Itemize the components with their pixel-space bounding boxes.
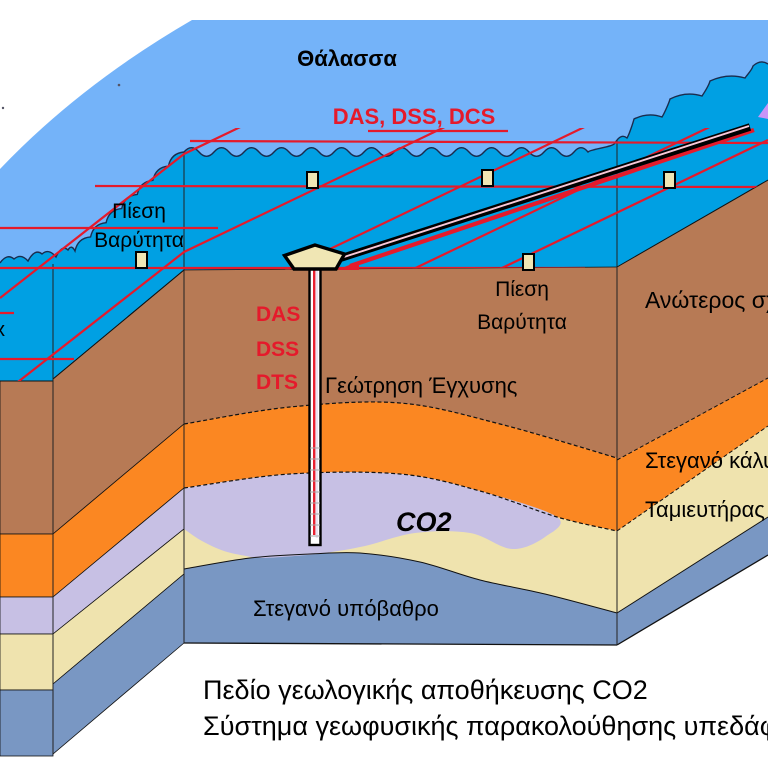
svg-text:Πίεση: Πίεση xyxy=(495,278,549,301)
svg-text:Ταμιευτήρας: Ταμιευτήρας xyxy=(645,497,765,522)
svg-text:Ανώτερος σχημ: Ανώτερος σχημ xyxy=(645,287,768,313)
svg-text:CO2: CO2 xyxy=(396,507,452,537)
svg-text:Στεγανό υπόβαθρο: Στεγανό υπόβαθρο xyxy=(253,596,439,621)
svg-text:Σύστημα γεωφυσικής παρακολούθη: Σύστημα γεωφυσικής παρακολούθησης υπεδάφ… xyxy=(203,711,768,741)
svg-text:DTS: DTS xyxy=(256,371,298,394)
svg-text:DAS: DAS xyxy=(256,303,300,326)
svg-text:Πίεση: Πίεση xyxy=(112,200,166,223)
svg-text:Γεώτρηση Έγχυσης: Γεώτρηση Έγχυσης xyxy=(325,373,517,398)
svg-text:Στεγανό κάλυ: Στεγανό κάλυ xyxy=(645,448,768,473)
svg-text:Πεδίο γεωλογικής αποθήκευσης C: Πεδίο γεωλογικής αποθήκευσης CO2 xyxy=(203,675,648,705)
svg-text:Βαρύτητα: Βαρύτητα xyxy=(477,311,567,334)
svg-text:Θάλασσα: Θάλασσα xyxy=(297,46,397,71)
svg-text:x: x xyxy=(0,319,5,341)
svg-text:DAS, DSS, DCS: DAS, DSS, DCS xyxy=(333,104,496,129)
svg-text:DSS: DSS xyxy=(256,338,299,361)
svg-text:Βαρύτητα: Βαρύτητα xyxy=(94,229,184,252)
